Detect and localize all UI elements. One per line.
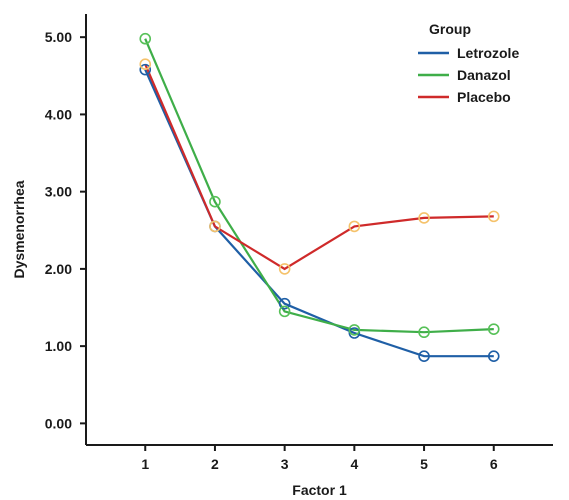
- y-tick-label: 5.00: [45, 29, 72, 45]
- series-line-danazol: [144, 38, 494, 334]
- legend-label-danazol: Danazol: [457, 67, 511, 83]
- markers-letrozole: [139, 63, 500, 362]
- data-point-letrozole: [139, 63, 152, 76]
- series-danazol: [144, 38, 494, 334]
- legend-label-letrozole: Letrozole: [457, 45, 519, 61]
- legend-label-placebo: Placebo: [457, 89, 511, 105]
- data-point-danazol: [278, 305, 291, 318]
- series-placebo: [144, 63, 494, 271]
- data-point-letrozole: [348, 327, 361, 339]
- data-point-placebo: [487, 210, 500, 223]
- data-point-letrozole: [487, 350, 500, 362]
- series-line-placebo: [144, 63, 494, 271]
- data-point-danazol: [209, 195, 221, 208]
- y-tick-label: 4.00: [45, 106, 72, 122]
- x-tick-label: 6: [490, 456, 498, 472]
- y-tick-label: 3.00: [45, 184, 72, 200]
- legend-title: Group: [429, 21, 471, 37]
- x-tick-label: 1: [141, 456, 149, 472]
- y-tick-label: 1.00: [45, 338, 72, 354]
- series-line-letrozole: [144, 69, 494, 358]
- data-point-placebo: [139, 58, 152, 71]
- x-tick-label: 4: [350, 456, 358, 472]
- data-point-letrozole: [278, 297, 291, 310]
- data-point-placebo: [278, 263, 291, 275]
- x-tick-label: 5: [420, 456, 428, 472]
- y-tick-label: 0.00: [45, 415, 72, 431]
- x-tick-label: 2: [211, 456, 219, 472]
- series-letrozole: [144, 69, 494, 358]
- y-tick-label: 2.00: [45, 261, 72, 277]
- data-point-danazol: [487, 323, 500, 335]
- axis-ticks: 0.00 1.00 2.00 3.00 4.00 5.00 1 2 3 4 5 6: [45, 29, 498, 472]
- data-point-danazol: [348, 324, 361, 336]
- plot-area: [139, 32, 500, 362]
- data-point-placebo: [209, 220, 221, 233]
- x-axis-title: Factor 1: [292, 482, 347, 498]
- axes: [85, 14, 553, 446]
- data-point-danazol: [139, 32, 152, 45]
- data-point-placebo: [418, 212, 430, 224]
- markers-danazol: [139, 32, 500, 339]
- legend: Group Letrozole Danazol Placebo: [418, 21, 519, 105]
- data-point-letrozole: [418, 350, 430, 362]
- data-point-danazol: [418, 326, 430, 339]
- markers-placebo: [139, 58, 500, 275]
- x-tick-label: 3: [281, 456, 289, 472]
- data-point-placebo: [348, 220, 361, 233]
- y-axis-title: Dysmenorrhea: [11, 180, 27, 278]
